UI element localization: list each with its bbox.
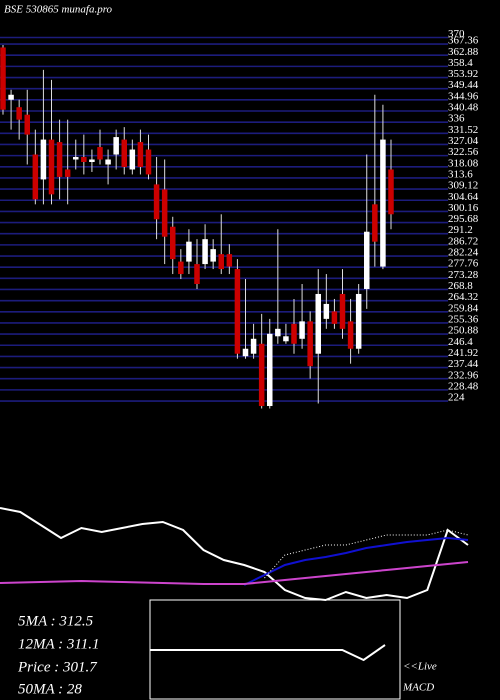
candle-body (291, 323, 297, 344)
y-tick-label: 255.36 (448, 313, 479, 325)
y-tick-label: 300.16 (448, 202, 479, 214)
y-tick-label: 331.52 (448, 124, 478, 136)
candle-body (323, 303, 330, 319)
y-tick-label: 344.96 (448, 90, 479, 102)
candle-body (210, 249, 216, 262)
candle-body (153, 184, 160, 220)
candle-body (186, 241, 192, 262)
candle-body (339, 293, 346, 329)
candle-body (299, 321, 305, 339)
candle-body (89, 159, 95, 162)
y-tick-label: 241.92 (448, 347, 478, 359)
candle-body (315, 293, 321, 354)
y-tick-label: 259.84 (448, 302, 479, 314)
y-tick-label: 273.28 (448, 269, 479, 281)
y-tick-label: 224 (448, 392, 465, 404)
y-tick-label: 264.32 (448, 291, 478, 303)
y-tick-label: 313.6 (448, 168, 473, 180)
y-tick-label: 250.88 (448, 325, 479, 337)
candle-body (267, 333, 273, 407)
candle-body (234, 269, 241, 354)
candle-body (250, 338, 257, 354)
annotation: 50MA : 28 (18, 681, 82, 697)
y-tick-label: 291.2 (448, 224, 473, 236)
candle-body (0, 47, 6, 110)
candle-body (380, 139, 386, 267)
candle-body (48, 139, 55, 195)
candle-body (137, 142, 144, 167)
y-tick-label: 362.88 (448, 46, 479, 58)
candle-body (56, 142, 63, 177)
y-tick-label: 340.48 (448, 102, 479, 114)
y-tick-label: 228.48 (448, 380, 479, 392)
y-tick-label: 246.4 (448, 336, 473, 348)
candle-body (275, 328, 281, 337)
candle-body (372, 204, 378, 242)
y-tick-label: 277.76 (448, 258, 479, 270)
candle-body (355, 293, 362, 349)
annotation: 5MA : 312.5 (18, 613, 94, 629)
candle-body (226, 254, 233, 267)
candle-body (258, 343, 265, 407)
line-series (150, 644, 386, 662)
line-series (0, 561, 469, 585)
y-tick-label: 327.04 (448, 135, 479, 147)
candle-body (202, 239, 208, 265)
y-tick-label: 370 (448, 28, 465, 40)
candle-body (388, 169, 394, 215)
candle-body (347, 321, 354, 349)
y-tick-label: 336 (448, 113, 465, 125)
candle-body (24, 114, 30, 135)
candle-body (73, 157, 79, 160)
y-tick-label: 295.68 (448, 213, 479, 225)
candle-body (32, 154, 39, 200)
y-tick-label: 322.56 (448, 146, 479, 158)
y-tick-label: 286.72 (448, 235, 478, 247)
y-tick-label: 309.12 (448, 180, 478, 192)
y-tick-label: 232.96 (448, 369, 479, 381)
y-tick-label: 237.44 (448, 358, 479, 370)
candle-body (121, 139, 127, 167)
line-series (243, 536, 469, 586)
candle-body (161, 189, 168, 237)
y-tick-label: 318.08 (448, 157, 479, 169)
candle-body (81, 157, 87, 162)
candle-body (40, 139, 47, 180)
y-tick-label: 268.8 (448, 280, 473, 292)
candle-body (242, 348, 249, 357)
candle-body (64, 169, 71, 177)
candle-body (129, 149, 136, 170)
y-tick-label: 349.44 (448, 79, 479, 91)
panel-title: MACD (402, 682, 434, 694)
candle-body (105, 159, 111, 165)
annotation: <<Live (403, 661, 437, 673)
y-tick-label: 358.4 (448, 57, 473, 69)
candle-body (145, 149, 152, 175)
annotation: 12MA : 311.1 (18, 636, 100, 652)
annotation: Price : 301.7 (17, 659, 98, 675)
chart-title: BSE 530865 munafa.pro (4, 4, 113, 16)
candle-body (364, 231, 370, 289)
y-tick-label: 304.64 (448, 191, 479, 203)
y-tick-label: 282.24 (448, 247, 479, 259)
candle-body (8, 94, 14, 100)
candle-body (16, 107, 22, 120)
candle-body (178, 261, 184, 275)
y-tick-label: 367.36 (448, 35, 479, 47)
candle-body (283, 336, 289, 342)
candle-body (194, 264, 200, 285)
candle-body (113, 137, 119, 155)
candle-body (97, 147, 103, 160)
y-tick-label: 353.92 (448, 68, 478, 80)
candle-body (218, 254, 224, 270)
candle-body (170, 226, 176, 260)
candle-body (307, 321, 313, 367)
candle-body (331, 311, 338, 324)
line-series (0, 507, 469, 602)
